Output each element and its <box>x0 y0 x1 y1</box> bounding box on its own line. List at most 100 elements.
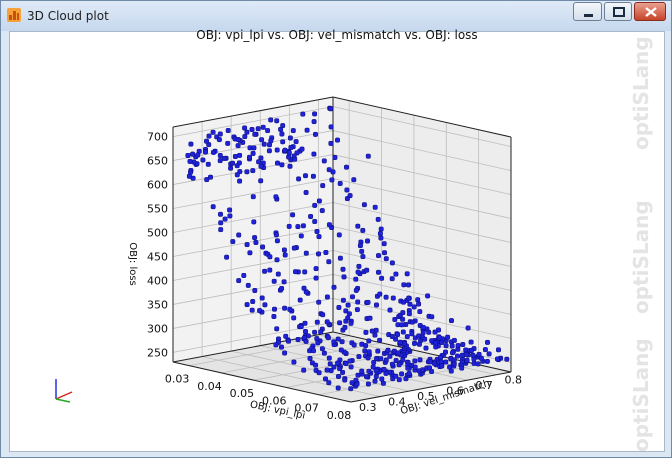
scatter-point <box>225 140 231 146</box>
scatter-point <box>356 354 362 360</box>
scatter-point <box>335 137 340 143</box>
scatter-point <box>404 334 410 340</box>
scatter-point <box>268 117 274 123</box>
scatter-point <box>316 234 322 240</box>
window-title: 3D Cloud plot <box>27 9 109 23</box>
scatter-point <box>417 357 423 363</box>
scatter-point <box>312 219 318 224</box>
scatter-point <box>314 229 320 234</box>
scatter-point <box>347 193 353 199</box>
scatter-point <box>400 316 406 322</box>
scatter-point <box>399 371 405 377</box>
scatter-point <box>218 227 224 233</box>
scatter-point <box>250 299 256 304</box>
scatter-point <box>378 235 384 241</box>
scatter-point <box>381 241 387 247</box>
scatter-point <box>377 337 383 343</box>
scatter-point <box>390 295 396 301</box>
scatter-point <box>313 131 318 137</box>
scatter-point <box>407 301 413 307</box>
plot-area[interactable]: optiSLang optiSLang optiSLang 250 300 350 400… <box>9 28 665 452</box>
x-tick-label: 0.05 <box>230 387 255 400</box>
scatter-point <box>267 254 273 260</box>
scatter-point <box>332 155 338 160</box>
grid-line <box>332 298 512 339</box>
scatter-point <box>290 128 296 134</box>
z-tick-label: 500 <box>147 227 168 240</box>
grid-line <box>332 178 512 219</box>
side-wall-plane <box>173 97 333 362</box>
scatter-point <box>266 148 272 154</box>
grid-line <box>332 154 512 195</box>
scatter-point <box>230 160 235 166</box>
scatter-point <box>445 334 451 340</box>
y-tick-label: 0.5 <box>417 390 435 403</box>
scatter-point <box>465 325 471 331</box>
scatter-point <box>406 295 412 301</box>
scatter-point <box>316 370 322 376</box>
scatter-point <box>372 378 378 384</box>
scatter-point <box>344 164 349 170</box>
scatter-point <box>210 204 216 210</box>
scatter-point <box>252 288 258 293</box>
scatter-point <box>234 172 240 178</box>
scatter-point <box>337 366 343 372</box>
scatter-point <box>256 159 262 165</box>
scatter-point <box>325 335 331 341</box>
title-bar[interactable]: 3D Cloud plot <box>1 1 671 31</box>
scatter-point <box>355 223 361 229</box>
scatter-point <box>351 177 357 183</box>
scatter-point <box>335 360 341 366</box>
scatter-point <box>455 353 460 359</box>
minimize-button[interactable] <box>573 2 602 21</box>
scatter-point <box>399 322 405 328</box>
y-tick-label: 0.3 <box>359 401 377 414</box>
scatter-point <box>427 359 433 365</box>
scatter-point <box>451 337 457 343</box>
scatter-point <box>329 177 335 183</box>
scatter-point <box>293 269 298 275</box>
maximize-button[interactable] <box>604 2 632 21</box>
scatter-point <box>504 356 510 362</box>
scatter-point <box>311 348 316 354</box>
scatter-point <box>374 302 379 308</box>
grid-line <box>332 226 512 267</box>
scatter-point <box>315 340 321 346</box>
scatter-point <box>283 333 289 339</box>
scatter-point <box>244 242 250 248</box>
scatter-point <box>406 311 412 317</box>
scatter-point <box>355 299 361 305</box>
scatter-point <box>471 360 477 366</box>
scatter-point <box>303 173 308 179</box>
scatter-point <box>307 355 313 361</box>
cloud-plot-canvas[interactable]: optiSLang optiSLang optiSLang 250 300 350 400… <box>10 32 664 451</box>
scatter-point <box>326 167 332 173</box>
scatter-point <box>343 318 349 324</box>
scatter-point <box>455 343 461 349</box>
scatter-point <box>303 329 308 334</box>
x-tick-label: 0.06 <box>262 394 287 407</box>
scatter-point <box>313 275 319 281</box>
scatter-point <box>275 160 280 166</box>
scatter-point <box>485 339 490 345</box>
grid-line <box>172 202 334 233</box>
scatter-point <box>431 360 437 366</box>
scatter-point <box>427 365 432 371</box>
scatter-point <box>244 302 250 308</box>
scatter-point <box>291 245 297 251</box>
z-tick-label: 600 <box>147 179 168 192</box>
scatter-point <box>438 359 444 365</box>
scatter-point <box>328 124 334 130</box>
scatter-point <box>417 309 423 315</box>
scatter-point <box>291 315 297 321</box>
scatter-point <box>274 326 280 332</box>
scatter-point <box>468 348 474 353</box>
scatter-point <box>336 232 342 238</box>
scatter-point <box>380 380 386 386</box>
scatter-point <box>356 263 362 269</box>
scatter-point <box>437 335 443 341</box>
scatter-point <box>449 318 454 324</box>
close-button[interactable] <box>634 2 666 21</box>
scatter-point <box>340 266 346 272</box>
